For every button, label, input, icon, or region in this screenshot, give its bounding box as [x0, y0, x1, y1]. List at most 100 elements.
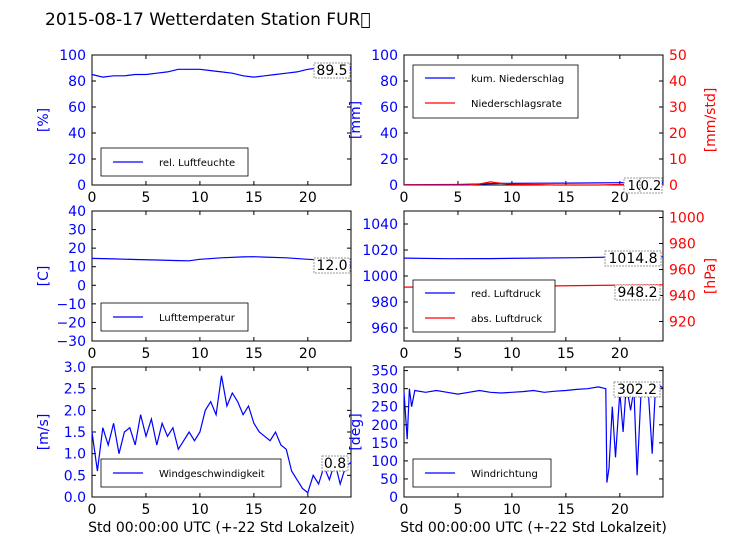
temperature-legend-label: Lufttemperatur [159, 313, 236, 324]
precipitation-xtick-label: 5 [453, 190, 462, 206]
winddirection-legend-label: Windrichtung [471, 469, 538, 480]
winddirection-ylabel: [deg] [348, 413, 364, 450]
precipitation-xtick-label: 15 [557, 190, 575, 206]
windspeed-ytick-label: 2.5 [64, 382, 86, 398]
windspeed-ytick-label: 1.5 [64, 425, 86, 441]
winddirection-ytick-label: 150 [371, 436, 398, 452]
humidity-ytick-label: 60 [68, 100, 86, 116]
pressure-annotation-label: 948.2 [617, 285, 657, 301]
precipitation-legend-label: kum. Niederschlag [471, 74, 564, 85]
humidity-xtick-label: 5 [141, 190, 150, 206]
pressure-ytick2-label: 960 [669, 263, 696, 279]
pressure-xtick-label: 10 [503, 346, 521, 362]
winddirection-ytick-label: 250 [371, 400, 398, 416]
precipitation-ytick-label: 0 [389, 178, 398, 194]
windspeed-xtick-label: 20 [299, 502, 317, 518]
figure-title: 2015-08-17 Wetterdaten Station FUR  [45, 10, 371, 30]
windspeed-xtick-label: 10 [191, 502, 209, 518]
temperature-ytick-label: 30 [68, 223, 86, 239]
winddirection-series-line-0 [403, 384, 664, 483]
temperature-annotation-box [313, 257, 351, 274]
windspeed-annotation-label: 0.8 [324, 456, 346, 472]
winddirection-annotation-box [613, 381, 661, 398]
precipitation-ytick2-label: 0 [669, 178, 678, 194]
winddirection-xtick-label: 5 [453, 502, 462, 518]
temperature-ytick-label: 20 [68, 241, 86, 257]
precipitation-legend-box [412, 64, 579, 119]
temperature-xtick-label: 5 [141, 346, 150, 362]
precipitation-xtick-label: 20 [611, 190, 629, 206]
temperature-ytick-label: −20 [56, 315, 86, 331]
humidity-ylabel: [%] [36, 108, 52, 132]
windspeed-series-line-0 [91, 375, 352, 494]
precipitation-ytick-label: 20 [380, 152, 398, 168]
pressure-ytick-label: 1020 [362, 243, 398, 259]
humidity-legend-label: rel. Luftfeuchte [159, 158, 235, 169]
windspeed-ytick-label: 0.5 [64, 468, 86, 484]
pressure-xtick-label: 0 [400, 346, 409, 362]
precipitation-ytick-label: 60 [380, 100, 398, 116]
temperature-ylabel: [C] [36, 266, 52, 287]
humidity-series-line-0 [91, 67, 352, 78]
pressure-annotation-label: 1014.8 [609, 251, 658, 267]
humidity-annotation-label: 89.5 [316, 63, 347, 79]
windspeed-ytick-label: 1.0 [64, 447, 86, 463]
winddirection-ytick-label: 200 [371, 418, 398, 434]
pressure-annotation-box [604, 250, 662, 267]
temperature-ytick-label: 10 [68, 260, 86, 276]
pressure-xtick-label: 20 [611, 346, 629, 362]
precipitation-ytick2-label: 20 [669, 126, 687, 142]
pressure-ytick-label: 1040 [362, 217, 398, 233]
humidity-ytick-label: 40 [68, 126, 86, 142]
humidity-ytick-label: 80 [68, 74, 86, 90]
precipitation-ytick-label: 80 [380, 74, 398, 90]
pressure-ytick2-label: 980 [669, 237, 696, 253]
precipitation-ytick2-label: 30 [669, 100, 687, 116]
precipitation-ytick-label: 100 [371, 48, 398, 64]
precipitation-xtick-label: 0 [400, 190, 409, 206]
precipitation-ytick2-label: 10 [669, 152, 687, 168]
windspeed-ytick-label: 3.0 [64, 360, 86, 376]
windspeed-xtick-label: 5 [141, 502, 150, 518]
precipitation-legend-label: Niederschlagsrate [471, 99, 562, 110]
pressure-ytick2-label: 920 [669, 315, 696, 331]
humidity-xtick-label: 15 [245, 190, 263, 206]
precipitation-ytick2-label: 40 [669, 74, 687, 90]
precipitation-ylabel: [mm] [348, 101, 364, 139]
humidity-ytick-label: 0 [77, 178, 86, 194]
pressure-xtick-label: 15 [557, 346, 575, 362]
winddirection-ytick-label: 0 [389, 490, 398, 506]
humidity-xtick-label: 10 [191, 190, 209, 206]
winddirection-axes-frame [403, 366, 664, 498]
winddirection-annotation-label: 302.2 [617, 382, 657, 398]
windspeed-xtick-label: 15 [245, 502, 263, 518]
winddirection-ytick-label: 50 [380, 472, 398, 488]
winddirection-xtick-label: 15 [557, 502, 575, 518]
windspeed-ytick-label: 0.0 [64, 490, 86, 506]
temperature-ytick-label: 40 [68, 204, 86, 220]
temperature-annotation-label: 12.0 [316, 258, 347, 274]
precipitation-ytick-label: 40 [380, 126, 398, 142]
pressure-ytick-label: 980 [371, 295, 398, 311]
winddirection-ytick-label: 350 [371, 364, 398, 380]
humidity-axes-frame [91, 54, 352, 186]
winddirection-ytick-label: 300 [371, 382, 398, 398]
humidity-xtick-label: 0 [88, 190, 97, 206]
windspeed-annotation-box [321, 455, 349, 472]
pressure-ytick-label: 1000 [362, 269, 398, 285]
precipitation-xtick-label: 10 [503, 190, 521, 206]
temperature-series-line-0 [91, 256, 352, 264]
winddirection-xlabel: Std 00:00:00 UTC (+-22 Std Lokalzeit) [400, 520, 667, 536]
humidity-annotation-box [313, 62, 351, 79]
pressure-ylabel2: [hPa] [703, 258, 719, 294]
precipitation-annotation-box [639, 177, 663, 194]
windspeed-legend-label: Windgeschwindigkeit [159, 469, 265, 480]
temperature-xtick-label: 15 [245, 346, 263, 362]
humidity-ytick-label: 20 [68, 152, 86, 168]
precipitation-ytick2-label: 50 [669, 48, 687, 64]
pressure-legend-label: abs. Luftdruck [471, 314, 542, 325]
temperature-ytick-label: −30 [56, 334, 86, 350]
pressure-xtick-label: 5 [453, 346, 462, 362]
pressure-legend-box [412, 279, 556, 333]
temperature-xtick-label: 20 [299, 346, 317, 362]
